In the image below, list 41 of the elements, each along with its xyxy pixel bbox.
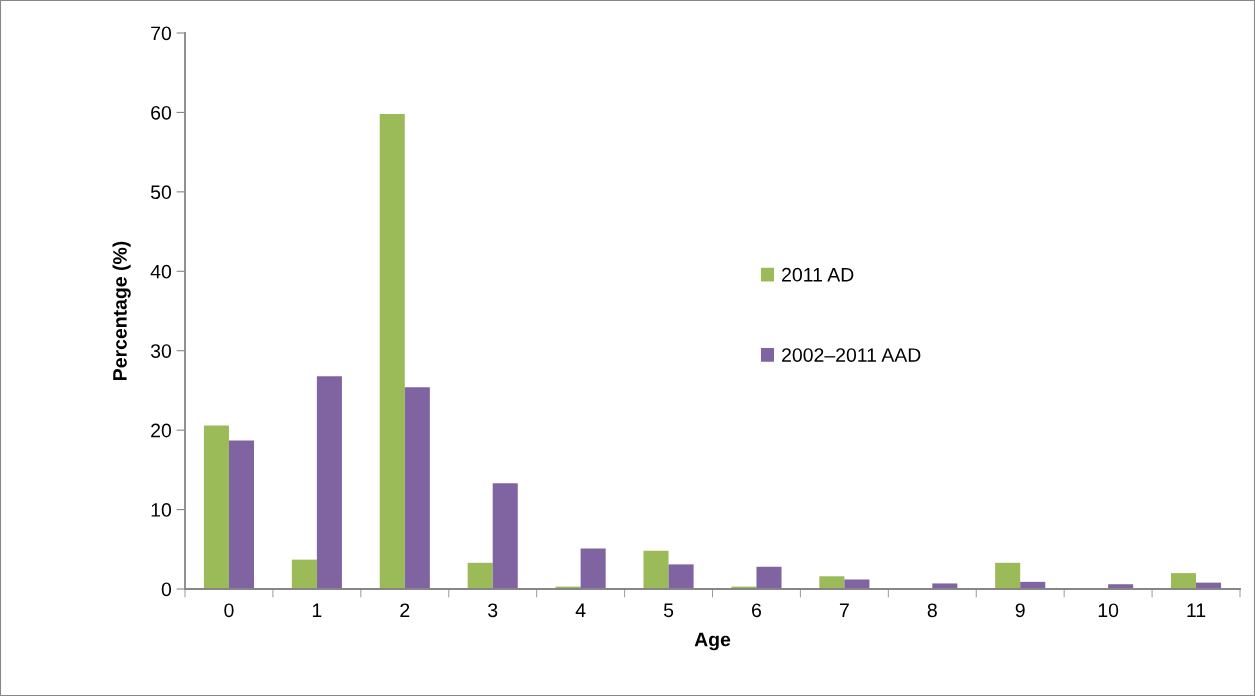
bar [844,579,870,589]
y-tick-label: 30 [150,344,172,358]
x-tick-label: 6 [752,603,762,618]
bar [316,376,342,589]
bar [819,576,845,589]
bar [404,387,430,589]
bar [995,562,1021,589]
y-tick-label: 10 [151,503,172,517]
bar [203,425,229,589]
x-tick-label: 10 [1098,603,1119,618]
x-axis-title: Age [694,632,731,651]
y-axis-title: Percentage (%) [112,241,131,380]
bar [467,562,493,589]
x-tick-label: 7 [839,603,849,617]
bar [228,440,255,589]
x-tick-label: 0 [224,603,234,618]
x-tick-label: 9 [1015,603,1025,618]
x-tick-label: 2 [400,603,410,617]
x-tick-label: 1 [312,603,322,617]
x-tick-label: 11 [1187,603,1206,617]
legend-label: 2011 AD [782,267,854,282]
bar [379,114,405,589]
x-tick-label: 4 [575,603,586,617]
legend-label: 2002–2011 AAD [782,348,921,362]
y-tick-label: 50 [150,185,172,200]
y-tick-label: 0 [161,582,172,597]
bar [291,559,317,589]
y-tick-label: 60 [151,105,172,120]
y-tick-label: 40 [150,264,172,279]
bar [668,564,694,589]
bar [756,566,782,589]
bar [492,483,518,589]
bar [580,548,606,589]
bar [1170,573,1197,589]
y-tick-label: 20 [151,423,172,438]
x-tick-label: 5 [663,603,674,618]
x-tick-label: 8 [927,603,937,618]
bar [643,550,669,589]
y-tick-label: 70 [151,26,172,41]
bar [932,583,958,589]
x-tick-label: 3 [488,603,498,618]
